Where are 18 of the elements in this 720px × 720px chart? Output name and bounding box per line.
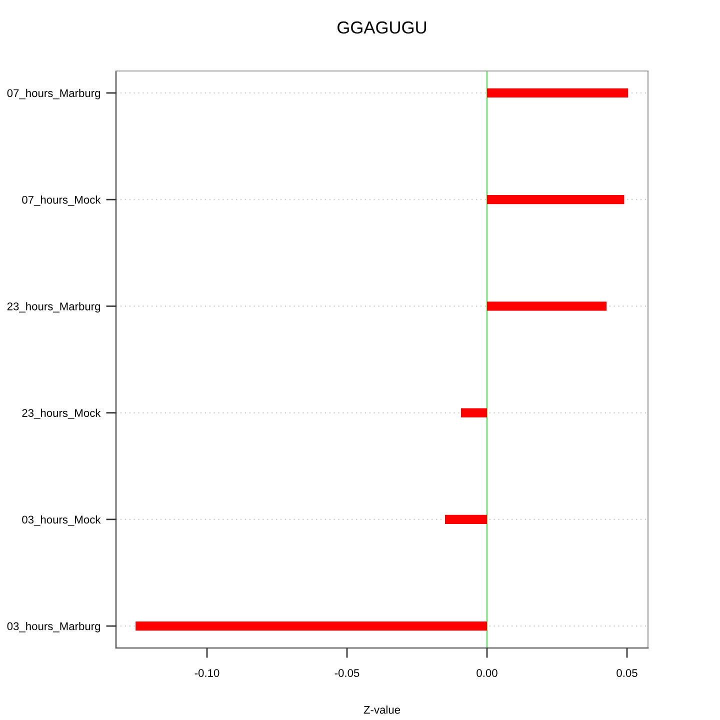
chart-title: GGAGUGU <box>338 21 426 34</box>
x-tick-label: -0.10 <box>194 669 220 677</box>
bar <box>487 195 624 204</box>
bar <box>487 88 628 98</box>
x-tick-label: -0.05 <box>334 669 360 677</box>
y-tick-label: 23_hours_Marburg <box>7 302 100 313</box>
x-axis-title: Z-value <box>364 706 400 714</box>
y-tick-label: 23_hours_Mock <box>22 408 101 420</box>
y-tick-label: 03_hours_Mock <box>22 515 101 526</box>
x-tick-label: 0.00 <box>476 669 498 677</box>
bar <box>487 302 607 311</box>
y-tick-label: 07_hours_Mock <box>22 196 101 206</box>
bar <box>445 514 487 524</box>
bar <box>136 622 487 631</box>
x-tick-label: 0.05 <box>616 669 638 677</box>
y-tick-label: 07_hours_Marburg <box>7 88 100 100</box>
y-tick-label: 03_hours_Marburg <box>7 622 100 632</box>
bar <box>460 408 487 418</box>
